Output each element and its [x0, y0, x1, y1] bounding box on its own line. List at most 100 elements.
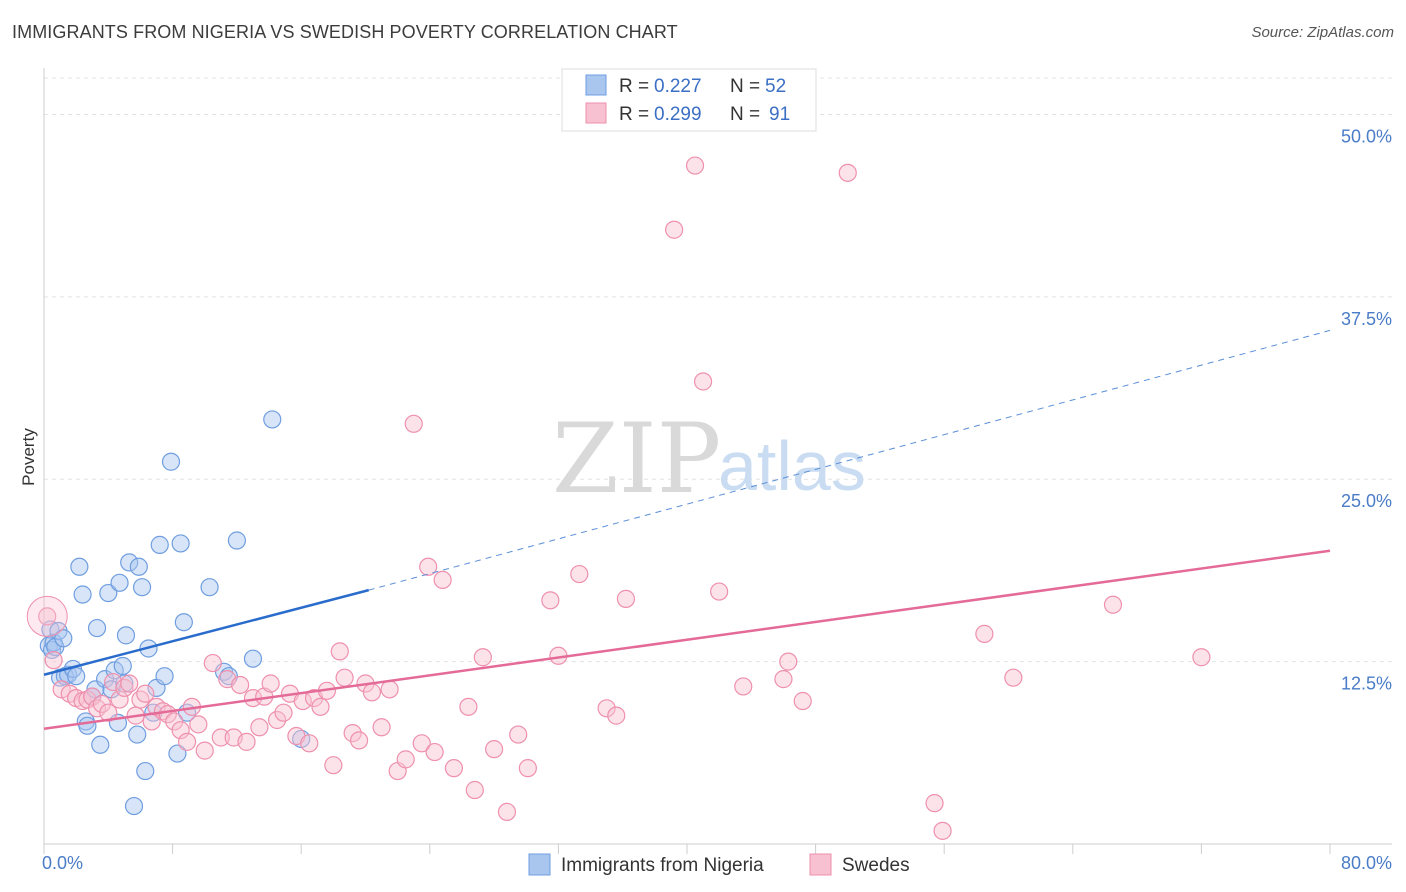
point-nigeria: [113, 656, 132, 676]
point-swedes: [335, 668, 354, 687]
point-swedes: [779, 652, 798, 671]
point-swedes: [1103, 595, 1123, 614]
point-nigeria: [91, 735, 110, 754]
point-nigeria: [168, 744, 187, 763]
point-swedes: [372, 718, 391, 737]
correlation-legend: R = 0.227 N = 52 R = 0.299 N = 91: [561, 68, 817, 132]
legend-r-label: R =: [619, 104, 654, 125]
point-swedes: [38, 607, 57, 626]
watermark-zip: ZIP: [552, 403, 721, 515]
point-nigeria: [78, 716, 97, 735]
point-nigeria: [132, 578, 152, 597]
series-legend: Immigrants from Nigeria Swedes: [528, 853, 910, 876]
point-swedes: [311, 697, 330, 716]
legend-n-value: 91: [769, 104, 790, 125]
legend-row-nigeria: R = 0.227 N = 52: [619, 76, 786, 97]
point-swedes: [104, 672, 123, 692]
x-tick-label-max: 80.0%: [1341, 853, 1392, 873]
point-swedes: [597, 699, 616, 718]
point-swedes: [734, 677, 753, 696]
point-swedes: [250, 718, 269, 737]
point-swedes: [459, 697, 478, 716]
point-nigeria: [67, 667, 86, 686]
point-swedes: [933, 821, 952, 840]
point-swedes: [473, 648, 492, 667]
legend-n-label: N =: [730, 104, 765, 125]
legend-swatch-swedes: [585, 102, 607, 124]
point-swedes: [177, 732, 197, 751]
point-swedes: [607, 706, 626, 725]
watermark-atlas: atlas: [718, 427, 866, 505]
point-nigeria: [116, 626, 136, 645]
point-swedes: [261, 674, 280, 693]
point-swedes: [99, 703, 118, 722]
series-legend-swatch-swedes: [809, 853, 832, 876]
point-swedes: [83, 687, 102, 706]
legend-row-swedes: R = 0.299 N = 91: [619, 104, 790, 125]
point-nigeria: [155, 667, 174, 686]
point-swedes: [1192, 648, 1211, 667]
source-label: Source: ZipAtlas.com: [1251, 24, 1394, 41]
point-swedes: [267, 710, 287, 730]
point-swedes: [1004, 668, 1023, 687]
point-swedes: [324, 756, 343, 775]
point-swedes: [274, 703, 293, 722]
legend-n-value: 52: [765, 76, 786, 97]
tick-labels: 12.5% 25.0% 37.5% 50.0% 0.0% 80.0%: [42, 126, 1392, 873]
y-tick-label: 12.5%: [1341, 674, 1392, 694]
point-swedes: [425, 742, 444, 762]
point-swedes: [975, 624, 994, 643]
point-swedes: [412, 734, 431, 753]
point-swedes: [189, 715, 208, 734]
legend-r-value: 0.227: [654, 76, 702, 97]
point-swedes: [44, 651, 63, 670]
trend-line-nigeria-extension: [368, 329, 1331, 591]
point-nigeria: [129, 557, 148, 576]
trend-line-swedes: [43, 549, 1331, 730]
legend-swatch-nigeria: [585, 74, 607, 96]
point-swedes: [485, 740, 504, 759]
point-swedes: [465, 780, 484, 800]
point-nigeria: [174, 613, 193, 632]
point-swedes: [444, 759, 464, 778]
point-swedes: [131, 690, 150, 709]
point-swedes: [419, 557, 438, 576]
point-nigeria: [227, 531, 246, 550]
point-nigeria: [54, 629, 73, 648]
point-swedes: [237, 732, 256, 751]
point-nigeria: [120, 553, 139, 572]
point-nigeria: [263, 410, 282, 429]
legend-r-label: R =: [619, 76, 654, 97]
point-nigeria: [87, 618, 107, 638]
point-swedes: [300, 734, 319, 753]
point-swedes: [710, 582, 729, 601]
point-nigeria: [243, 649, 263, 668]
point-nigeria: [124, 796, 144, 816]
trend-lines: [43, 329, 1331, 730]
axes: [43, 68, 1392, 854]
point-nigeria: [99, 583, 118, 603]
point-nigeria: [70, 557, 89, 576]
point-swedes: [497, 802, 517, 822]
series-legend-label-nigeria: Immigrants from Nigeria: [561, 855, 764, 876]
point-swedes: [838, 163, 857, 182]
point-swedes: [774, 670, 793, 689]
point-swedes: [343, 724, 362, 743]
point-nigeria: [110, 573, 129, 592]
point-swedes: [665, 220, 684, 239]
point-swedes: [925, 794, 944, 813]
data-points: [26, 156, 1211, 840]
point-swedes: [231, 675, 250, 695]
series-legend-label-swedes: Swedes: [842, 855, 910, 876]
watermark: ZIP atlas: [552, 403, 866, 515]
y-tick-label: 25.0%: [1341, 491, 1392, 511]
point-swedes: [171, 721, 190, 740]
point-swedes: [570, 564, 589, 584]
point-swedes: [793, 691, 812, 711]
point-nigeria: [171, 534, 190, 553]
point-swedes: [349, 731, 369, 750]
point-nigeria: [128, 725, 147, 744]
x-tick-label-min: 0.0%: [42, 853, 83, 873]
point-swedes: [685, 156, 705, 175]
